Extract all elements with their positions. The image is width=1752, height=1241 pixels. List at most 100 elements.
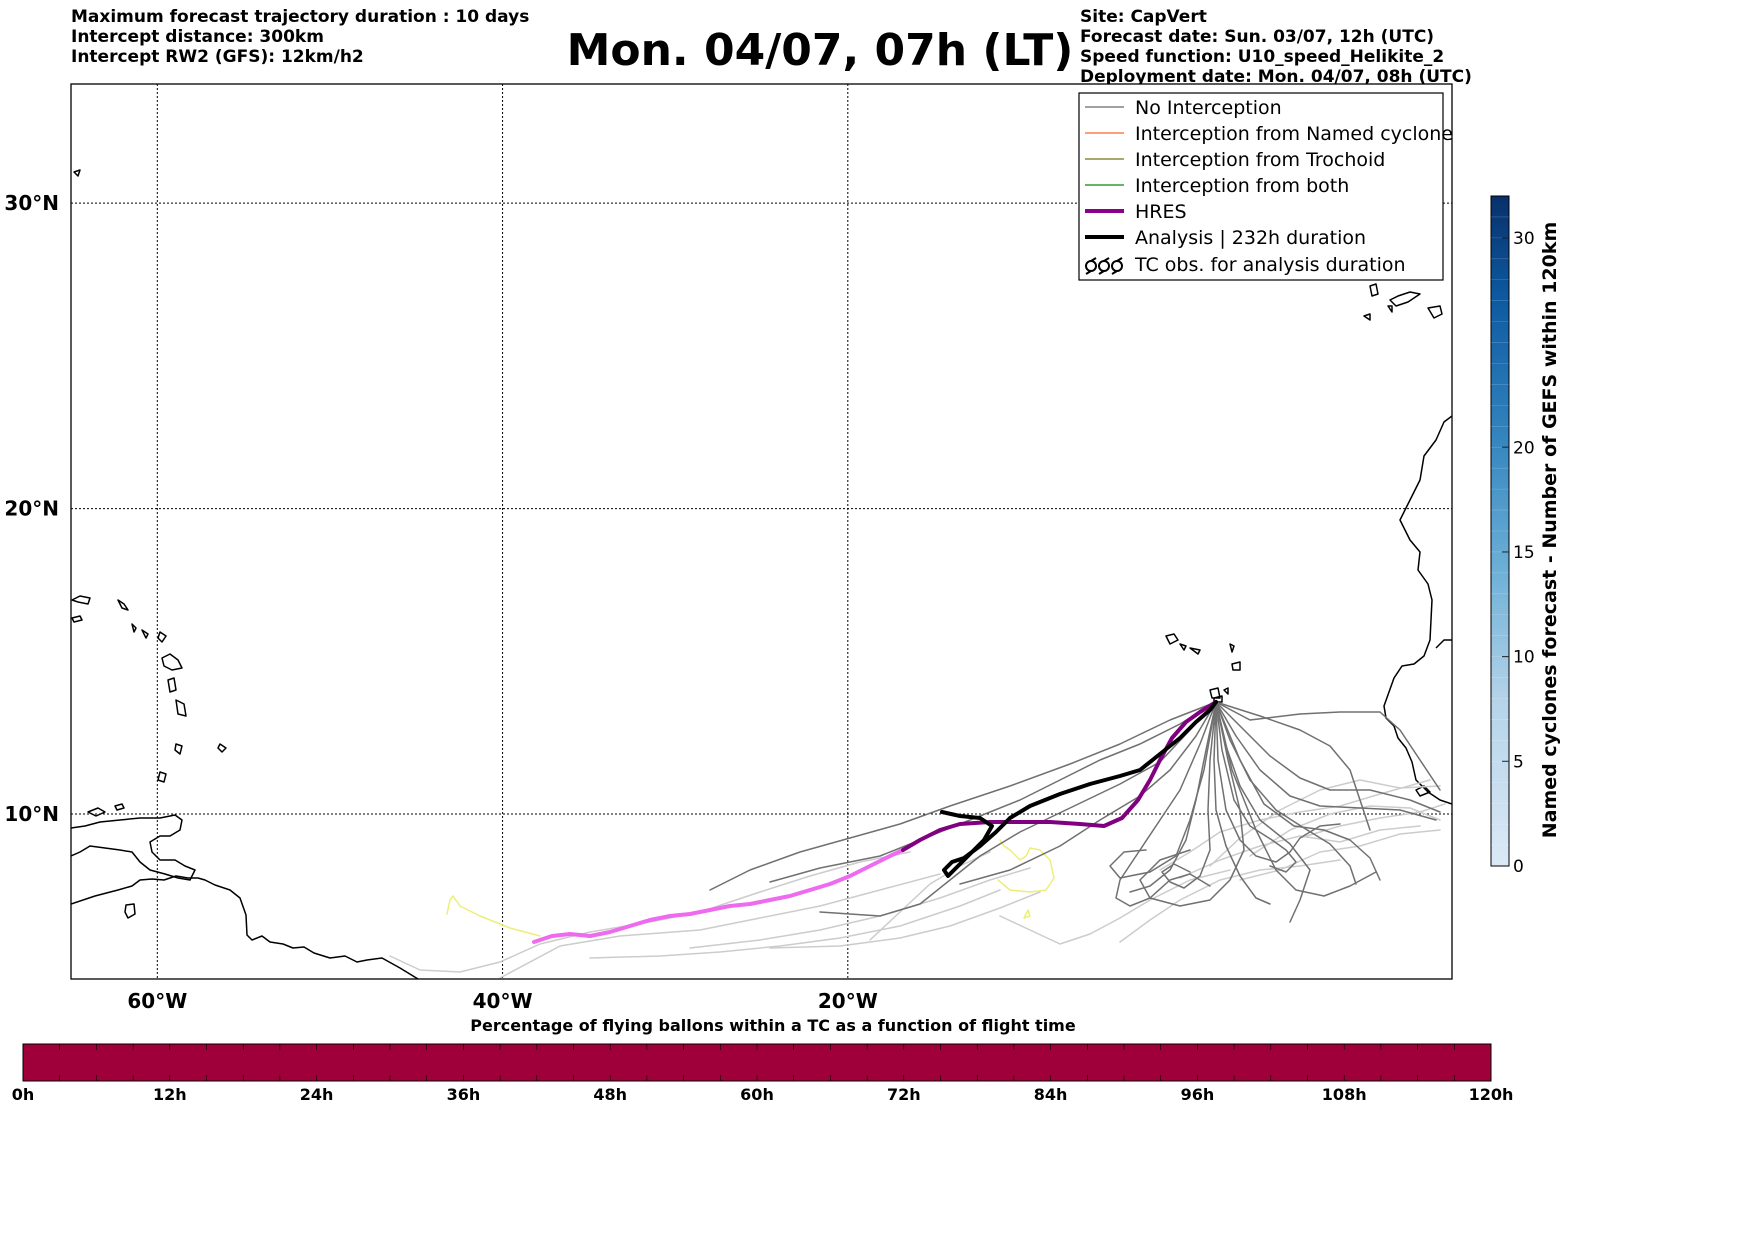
trajectory-dark (1109, 701, 1217, 879)
lon-tick-label: 60°W (127, 989, 187, 1013)
intercept-rw2-text: Intercept RW2 (GFS): 12km/h2 (71, 47, 364, 67)
canary-5 (1387, 305, 1393, 313)
ensemble-trajectories-light (389, 779, 1446, 979)
trajectory-light (499, 873, 941, 979)
legend: No Interception Interception from Named … (1078, 92, 1453, 281)
trajectory-dark (819, 701, 1217, 917)
map-gridlines (71, 84, 1452, 979)
legend-label-trochoid: Interception from Trochoid (1135, 149, 1385, 171)
south-america-coast (71, 875, 419, 979)
colorbar-right-label: Named cyclones forecast - Number of GEFS… (1539, 222, 1561, 839)
west-africa-coast-b (1435, 639, 1452, 649)
tc-observation-tracks (446, 839, 1055, 937)
trajectories (389, 700, 1446, 979)
lesser-antilles-6 (157, 631, 167, 643)
trajectory-light (1179, 825, 1421, 879)
trajectory-dark (1215, 701, 1381, 881)
speed-function-text: Speed function: U10_speed_Helikite_2 (1080, 47, 1445, 67)
trajectory-dark (1213, 701, 1271, 905)
lesser-antilles-1 (71, 595, 91, 605)
colorbar-bottom-tick-label: 48h (593, 1085, 627, 1104)
deployment-date-text: Deployment date: Mon. 04/07, 08h (UTC) (1080, 67, 1472, 87)
colorbar-right-tick-label: 10 (1513, 648, 1535, 668)
lesser-antilles-5 (141, 629, 149, 639)
hres-trajectory-late (901, 700, 1218, 852)
trajectory-light (1249, 805, 1441, 857)
trajectory-dark (1215, 701, 1441, 813)
latitude-tick-labels: 30°N 20°N 10°N (4, 191, 59, 826)
west-africa-coast (1383, 415, 1452, 805)
colorbar-right-tick-label: 5 (1513, 752, 1524, 772)
colorbar-bottom-tick-label: 96h (1181, 1085, 1215, 1104)
analysis-trajectory (940, 700, 1218, 878)
legend-box (1078, 92, 1444, 281)
cape-verde-sal (1229, 643, 1235, 653)
ensemble-trajectories-dark (709, 701, 1441, 923)
trajectory-light (769, 891, 1041, 949)
trajectory-light (999, 869, 1231, 945)
intercept-distance-text: Intercept distance: 300km (71, 27, 324, 47)
trajectory-dark (1215, 701, 1437, 821)
lesser-antilles-7 (161, 653, 183, 671)
colorbar-bottom-tick-label: 0h (12, 1085, 35, 1104)
page-title: Mon. 04/07, 07h (LT) (566, 25, 1074, 76)
trajectory-dark (1161, 701, 1217, 889)
island-a (87, 807, 106, 817)
canary-2 (1389, 291, 1421, 307)
colorbar-bottom-tick-label: 108h (1322, 1085, 1367, 1104)
colorbar-right: 0 5 10 15 20 30 Named cyclones forecast - Num… (1490, 195, 1561, 877)
hres-trajectory-early (532, 848, 905, 944)
header-right: Site: CapVert Forecast date: Sun. 03/07,… (1080, 7, 1472, 87)
trajectory-dark (769, 701, 1217, 883)
legend-label-both: Interception from both (1135, 175, 1349, 197)
trajectory-dark (1215, 701, 1441, 791)
colorbar-right-bar (1490, 195, 1510, 867)
legend-label-tc-obs: TC obs. for analysis duration (1134, 254, 1406, 276)
colorbar-right-tick-label: 20 (1513, 438, 1535, 458)
legend-label-analysis: Analysis | 232h duration (1135, 227, 1366, 249)
lat-tick-label: 30°N (4, 191, 59, 215)
cape-verde-sao-nicolau (1189, 647, 1201, 655)
lesser-antilles-11 (157, 771, 167, 783)
forecast-date-text: Forecast date: Sun. 03/07, 12h (UTC) (1080, 27, 1435, 47)
canary-4 (1363, 313, 1371, 321)
canary-3 (1427, 305, 1443, 319)
trinidad-island (124, 903, 136, 919)
colorbar-bottom-tick-label: 36h (447, 1085, 481, 1104)
map-frame (70, 83, 1453, 980)
island-b (114, 803, 125, 811)
trajectory-dark (1215, 701, 1297, 873)
trajectory-light (869, 851, 991, 941)
lesser-antilles-9 (175, 699, 187, 717)
lon-tick-label: 40°W (473, 989, 533, 1013)
tc-obs-track (997, 839, 1055, 893)
longitude-tick-labels: 60°W 40°W 20°W (127, 989, 877, 1013)
colorbar-bottom-tick-label: 120h (1469, 1085, 1514, 1104)
trajectory-dark (709, 701, 1217, 891)
colorbar-bottom-tick-labels: 0h 12h 24h 36h 48h 60h 72h 84h 96h 108h 120h (12, 1085, 1514, 1104)
trajectory-light (1299, 803, 1446, 839)
trajectory-dark (1115, 701, 1217, 907)
colorbar-bottom-tick-label: 60h (740, 1085, 774, 1104)
legend-label-no-interception: No Interception (1135, 97, 1282, 119)
coastlines (71, 169, 1452, 979)
trajectory-dark (959, 701, 1217, 885)
lat-tick-label: 10°N (4, 802, 59, 826)
colorbar-bottom-tick-label: 12h (153, 1085, 187, 1104)
cape-verde-santo-antao (1165, 633, 1179, 645)
trajectory-dark (1215, 701, 1377, 897)
colorbar-right-tick-label: 0 (1513, 857, 1524, 877)
colorbar-bottom-tick-label: 24h (300, 1085, 334, 1104)
trajectory-light (1119, 859, 1341, 943)
trajectory-light (589, 889, 1001, 959)
legend-label-named-cyclone: Interception from Named cyclone (1135, 123, 1453, 145)
colorbar-bottom-tick-label: 72h (887, 1085, 921, 1104)
tc-obs-track (1023, 909, 1031, 919)
trajectory-dark (1129, 701, 1217, 893)
madeira (73, 169, 81, 177)
lesser-antilles-4 (131, 623, 137, 633)
trajectory-dark (1215, 701, 1371, 831)
lesser-antilles-8 (167, 677, 177, 693)
colorbar-right-tick-label: 15 (1513, 543, 1535, 563)
